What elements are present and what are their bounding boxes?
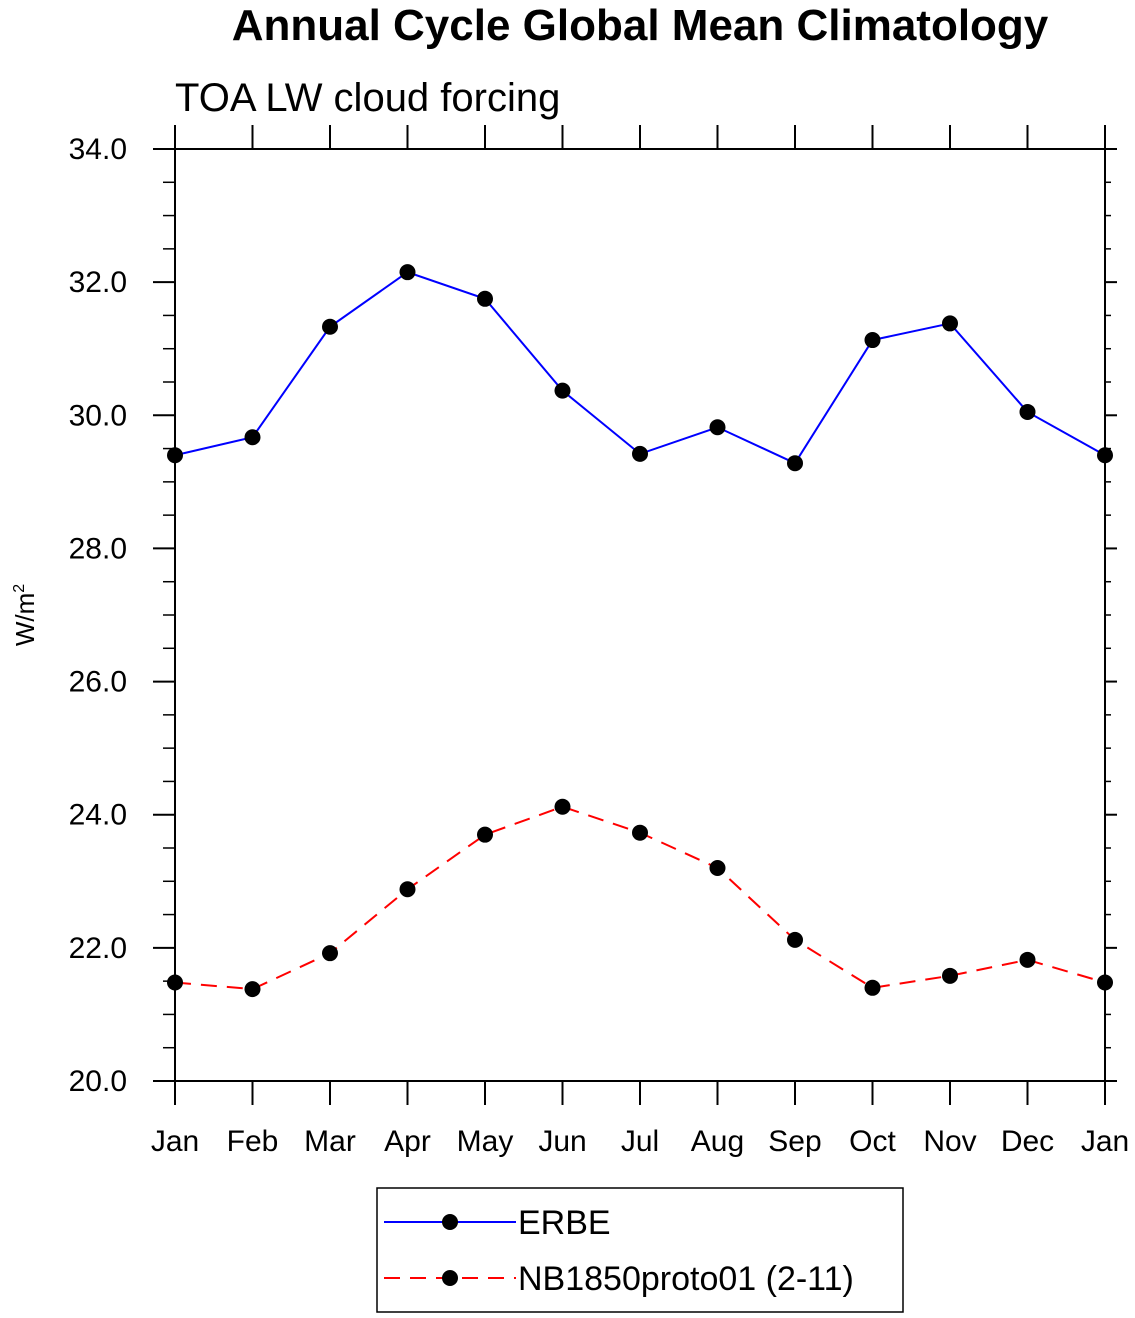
y-tick-label: 20.0 <box>69 1065 127 1098</box>
data-point-model <box>477 826 493 843</box>
y-axis-label-base: W/m <box>10 593 40 646</box>
legend-box <box>376 1187 904 1313</box>
series-line-erbe <box>174 271 1106 465</box>
legend: ERBE NB1850proto01 (2-11) <box>376 1187 904 1313</box>
x-tick-label: Aug <box>691 1125 744 1158</box>
data-point-erbe <box>399 264 416 281</box>
x-tick-label: Jun <box>538 1125 586 1158</box>
y-tick-label: 24.0 <box>69 799 127 832</box>
x-tick-label: May <box>457 1125 514 1158</box>
data-point-erbe <box>942 315 958 332</box>
y-tick-label: 32.0 <box>69 266 127 299</box>
data-point-model <box>787 931 803 948</box>
y-tick-label: 26.0 <box>69 666 127 699</box>
svg-text:W/m2: W/m2 <box>10 584 40 646</box>
data-point-erbe <box>864 332 881 349</box>
x-tick-label: Mar <box>304 1125 356 1158</box>
data-point-model <box>942 967 958 984</box>
data-point-erbe <box>787 455 803 472</box>
data-point-erbe <box>554 382 571 399</box>
data-point-erbe <box>244 429 261 446</box>
y-tick-label: 34.0 <box>69 133 127 166</box>
data-point-model <box>399 881 416 898</box>
x-tick-label: Oct <box>849 1125 896 1158</box>
x-tick-label: Dec <box>1001 1125 1054 1158</box>
y-axis-label: W/m2 <box>10 584 40 646</box>
legend-label-erbe: ERBE <box>518 1204 611 1242</box>
x-tick-label: Feb <box>227 1125 279 1158</box>
data-point-model <box>244 981 261 998</box>
data-point-erbe <box>322 318 338 335</box>
y-axis-label-superscript: 2 <box>11 584 28 593</box>
chart-title: Annual Cycle Global Mean Climatology <box>232 1 1049 50</box>
data-point-erbe <box>477 290 493 307</box>
data-point-erbe <box>709 419 726 436</box>
data-point-model <box>322 945 338 962</box>
legend-marker-model <box>442 1270 458 1286</box>
y-tick-label: 30.0 <box>69 399 127 432</box>
chart-subtitle: TOA LW cloud forcing <box>175 76 560 120</box>
data-point-model <box>554 798 571 815</box>
x-tick-label: Nov <box>923 1125 976 1158</box>
x-tick-label: Sep <box>768 1125 821 1158</box>
data-point-model <box>632 824 648 841</box>
plot-frame <box>174 148 1106 1082</box>
x-tick-label: Apr <box>384 1125 431 1158</box>
data-point-erbe <box>1019 403 1036 420</box>
x-tick-label: Jul <box>621 1125 659 1158</box>
x-tick-label: Jan <box>1081 1125 1129 1158</box>
legend-label-model: NB1850proto01 (2-11) <box>518 1260 854 1298</box>
y-tick-label: 28.0 <box>69 532 127 565</box>
data-point-model <box>1019 951 1036 968</box>
y-tick-label: 22.0 <box>69 932 127 965</box>
data-point-model <box>864 979 881 996</box>
legend-marker-erbe <box>442 1214 458 1230</box>
data-point-model <box>709 859 726 876</box>
data-point-erbe <box>632 445 648 462</box>
x-tick-label: Jan <box>151 1125 199 1158</box>
